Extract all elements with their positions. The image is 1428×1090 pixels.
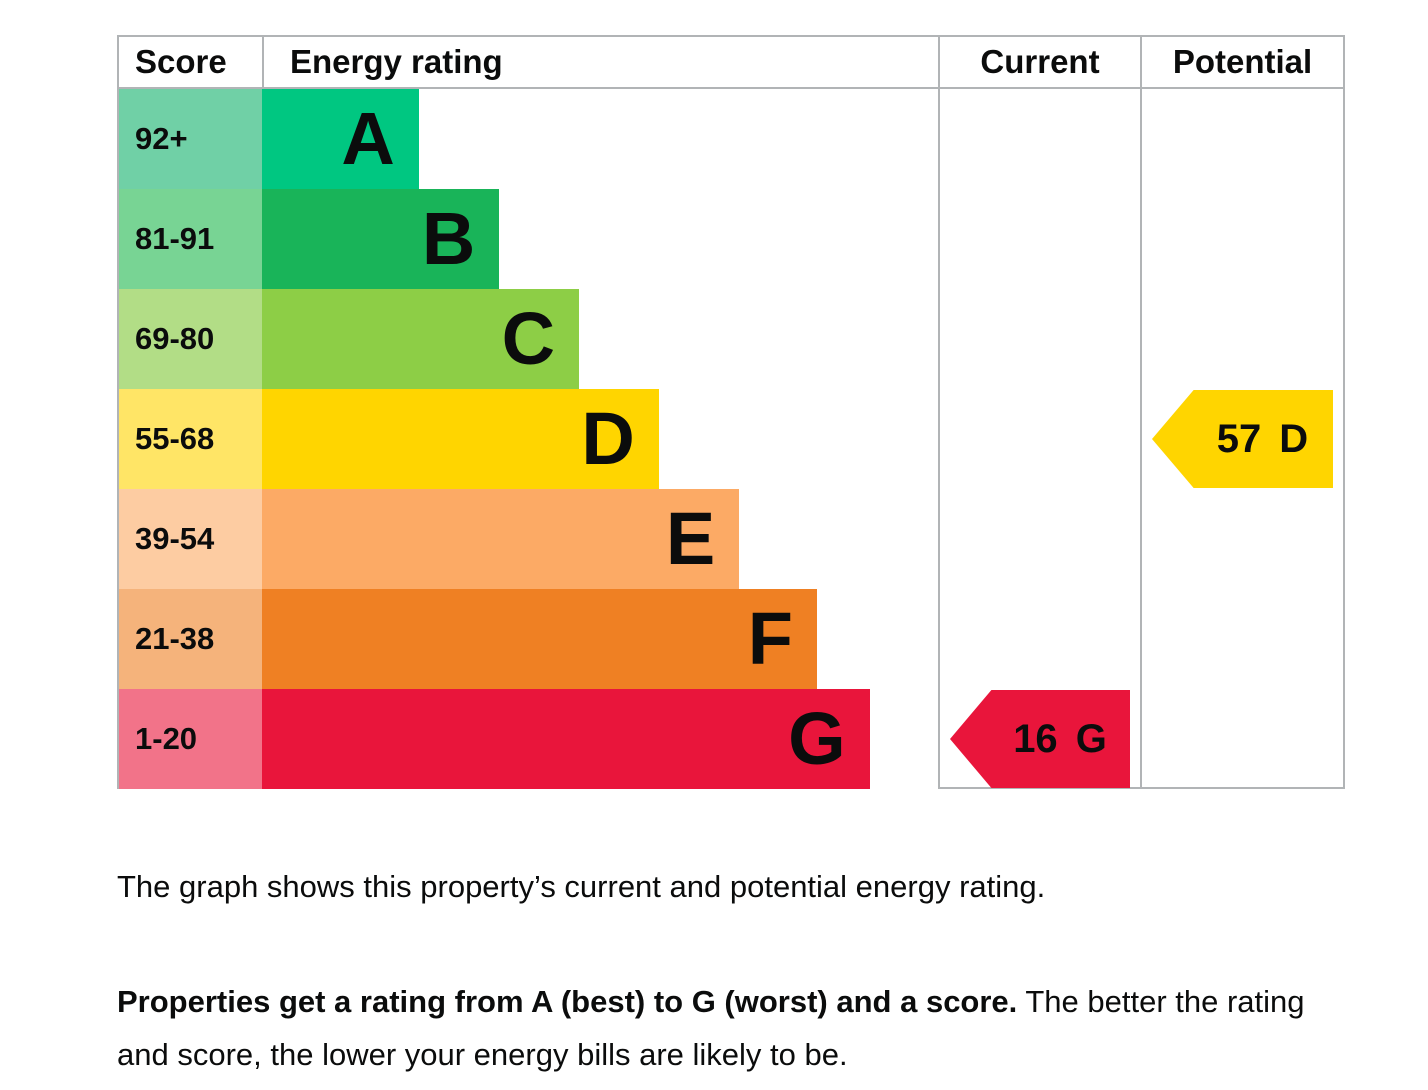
potential-cell-a (1140, 89, 1343, 189)
current-cell-d (938, 389, 1140, 489)
current-cell-c (938, 289, 1140, 389)
score-range-e: 39-54 (119, 489, 262, 589)
score-range-d: 55-68 (119, 389, 262, 489)
column-header-current: Current (938, 37, 1140, 89)
band-row-d: D (262, 389, 938, 489)
current-cell-g: 16 G (938, 689, 1140, 789)
chart-caption: The graph shows this property’s current … (117, 869, 1046, 904)
rating-description: Properties get a rating from A (best) to… (117, 975, 1357, 1081)
column-header-score: Score (119, 37, 262, 89)
score-range-c: 69-80 (119, 289, 262, 389)
column-header-potential: Potential (1140, 37, 1343, 89)
current-rating-arrow: 16 G (950, 690, 1130, 788)
potential-cell-e (1140, 489, 1343, 589)
band-row-f: F (262, 589, 938, 689)
band-row-a: A (262, 89, 938, 189)
band-bar-c: C (262, 289, 580, 389)
current-cell-f (938, 589, 1140, 689)
band-bar-g: G (262, 689, 870, 789)
rating-description-bold: Properties get a rating from A (best) to… (117, 984, 1018, 1019)
potential-cell-d: 57 D (1140, 389, 1343, 489)
band-row-e: E (262, 489, 938, 589)
potential-cell-f (1140, 589, 1343, 689)
band-row-c: C (262, 289, 938, 389)
potential-cell-g (1140, 689, 1343, 789)
current-cell-a (938, 89, 1140, 189)
band-row-g: G (262, 689, 938, 789)
current-band-letter: G (1075, 716, 1107, 761)
potential-score-value: 57 (1216, 416, 1262, 461)
band-bar-d: D (262, 389, 659, 489)
potential-band-letter: D (1279, 416, 1309, 461)
potential-cell-b (1140, 189, 1343, 289)
epc-rating-table: Score Energy rating Current Potential 92… (117, 35, 1345, 789)
score-range-g: 1-20 (119, 689, 262, 789)
score-range-b: 81-91 (119, 189, 262, 289)
rating-description-regular: The better the rating and score, the low… (117, 984, 1305, 1072)
current-cell-b (938, 189, 1140, 289)
band-bar-a: A (262, 89, 419, 189)
band-bar-e: E (262, 489, 740, 589)
band-row-b: B (262, 189, 938, 289)
potential-rating-arrow: 57 D (1152, 390, 1333, 488)
score-range-f: 21-38 (119, 589, 262, 689)
band-bar-f: F (262, 589, 817, 689)
band-bar-b: B (262, 189, 500, 289)
score-range-a: 92+ (119, 89, 262, 189)
current-score-value: 16 (1013, 716, 1058, 761)
current-cell-e (938, 489, 1140, 589)
column-header-energy-rating: Energy rating (262, 37, 938, 89)
potential-cell-c (1140, 289, 1343, 389)
